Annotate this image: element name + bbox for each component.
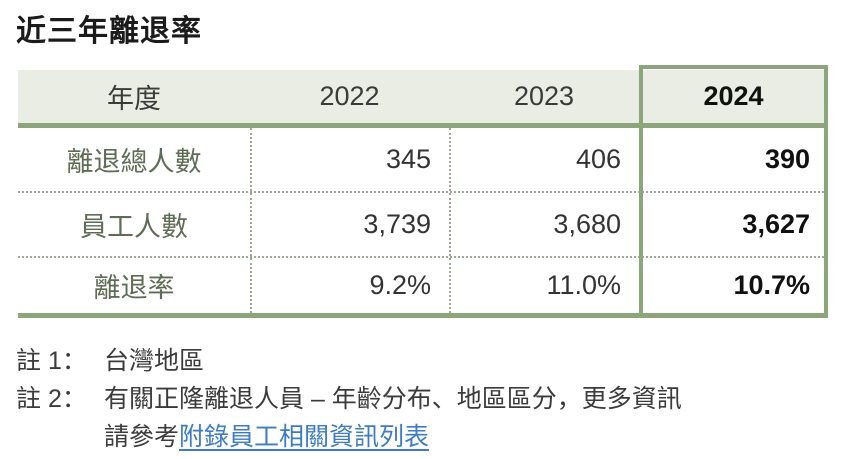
footnote-2-line1: 有關正隆離退人員 – 年齡分布、地區區分，更多資訊	[104, 385, 682, 413]
cell-employee-count-2024: 3,627	[742, 209, 810, 239]
cell-turnover-rate-2022: 9.2%	[250, 258, 449, 313]
footnote-2-text: 有關正隆離退人員 – 年齡分布、地區區分，更多資訊 請參考附錄員工相關資訊列表	[104, 380, 828, 456]
footnote-1-label: 註 1：	[16, 347, 87, 375]
row-label-employee-count: 員工人數	[80, 212, 188, 242]
table-row-employee-count: 員工人數 3,739 3,680 3,627	[18, 193, 828, 258]
footnote-2: 註 2： 有關正隆離退人員 – 年齡分布、地區區分，更多資訊 請參考附錄員工相關…	[16, 380, 828, 456]
row-label-turnover-rate: 離退率	[93, 273, 175, 303]
footnote-2-line2: 請參考附錄員工相關資訊列表	[104, 418, 828, 456]
page-title: 近三年離退率	[16, 15, 202, 48]
appendix-employee-info-link[interactable]: 附錄員工相關資訊列表	[179, 423, 430, 451]
cell-total-departures-2024: 390	[764, 144, 810, 174]
cell-total-departures-2022: 345	[250, 128, 449, 191]
cell-turnover-rate-2023: 11.0%	[449, 258, 639, 313]
cell-turnover-rate-2024: 10.7%	[733, 270, 810, 300]
table-header-row: 年度 2022 2023 2024	[18, 70, 828, 128]
header-cell-year: 年度	[107, 84, 161, 114]
footnote-1-text: 台灣地區	[104, 347, 205, 375]
header-cell-2023: 2023	[513, 81, 575, 111]
footnote-2-label: 註 2：	[16, 385, 87, 413]
table-row-turnover-rate: 離退率 9.2% 11.0% 10.7%	[18, 258, 828, 318]
cell-total-departures-2023: 406	[449, 128, 639, 191]
cell-employee-count-2023: 3,680	[449, 193, 639, 256]
table-row-total-departures: 離退總人數 345 406 390	[18, 128, 828, 193]
row-label-total-departures: 離退總人數	[66, 147, 202, 177]
header-cell-2022: 2022	[319, 81, 380, 111]
header-cell-2024: 2024	[703, 81, 764, 111]
cell-employee-count-2022: 3,739	[250, 193, 449, 256]
footnotes: 註 1： 台灣地區 註 2： 有關正隆離退人員 – 年齡分布、地區區分，更多資訊…	[16, 342, 828, 456]
footnote-1: 註 1： 台灣地區	[16, 342, 828, 380]
footnote-2-line2-prefix: 請參考	[104, 423, 180, 451]
turnover-table: 年度 2022 2023 2024 離退總人數 345 406 390 員工人數…	[18, 65, 828, 318]
